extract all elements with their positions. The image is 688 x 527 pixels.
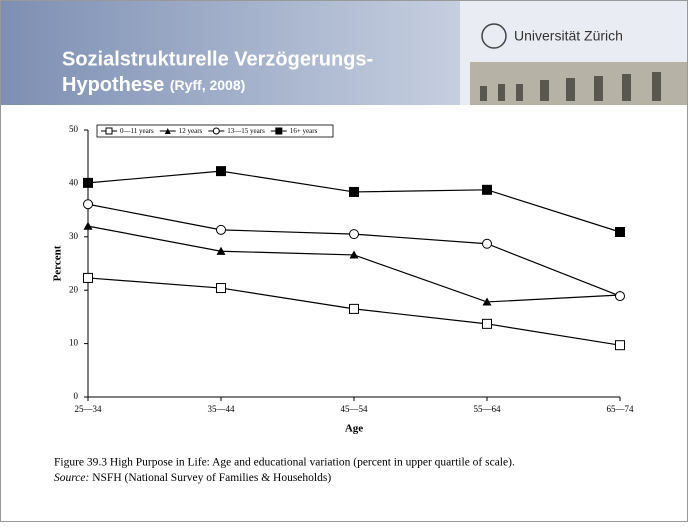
x-tick-label: 25—34 — [75, 404, 103, 414]
title-line-1: Sozialstrukturelle Verzögerungs- — [62, 48, 373, 70]
marker — [350, 187, 359, 196]
marker — [84, 273, 93, 282]
caption-line: Figure 39.3 High Purpose in Life: Age an… — [54, 457, 515, 469]
y-tick-label: 10 — [69, 338, 79, 348]
title-word: Hypothese — [62, 74, 164, 96]
marker — [217, 284, 226, 293]
slide: Universität Zürich Sozialstrukturelle Ve… — [0, 0, 688, 522]
marker — [350, 304, 359, 313]
source-text: NSFH (National Survey of Families & Hous… — [92, 472, 331, 484]
marker — [84, 200, 93, 209]
marker — [350, 230, 359, 239]
marker — [616, 341, 625, 350]
y-tick-label: 0 — [74, 391, 79, 401]
marker — [616, 292, 625, 301]
x-tick-label: 45—54 — [341, 404, 369, 414]
legend-label: 12 years — [179, 127, 203, 135]
marker — [217, 167, 226, 176]
marker — [483, 239, 492, 248]
x-tick-label: 65—74 — [607, 404, 635, 414]
legend-marker — [213, 128, 219, 134]
caption-source: Source: NSFH (National Survey of Familie… — [54, 472, 331, 484]
y-tick-label: 30 — [69, 231, 79, 241]
marker — [483, 319, 492, 328]
marker — [616, 227, 625, 236]
citation: (Ryff, 2008) — [170, 77, 245, 93]
legend-label: 13—15 years — [227, 127, 265, 135]
y-tick-label: 20 — [69, 284, 79, 294]
legend-marker — [106, 128, 112, 134]
x-axis-label: Age — [345, 423, 363, 435]
legend-label: 0—11 years — [120, 127, 154, 135]
marker — [217, 225, 226, 234]
legend-label: 16+ years — [290, 127, 318, 135]
page: Universität Zürich Sozialstrukturelle Ve… — [0, 0, 688, 522]
legend-marker — [276, 128, 282, 134]
marker — [84, 178, 93, 187]
logo-text: Universität Zürich — [514, 28, 623, 44]
x-tick-label: 35—44 — [208, 404, 236, 414]
x-tick-label: 55—64 — [474, 404, 502, 414]
y-axis-label: Percent — [52, 245, 64, 281]
legend: 0—11 years 12 years 13—15 years 16+ years — [97, 125, 333, 137]
marker — [483, 185, 492, 194]
y-tick-label: 50 — [69, 124, 79, 134]
source-label: Source: — [54, 472, 89, 484]
y-tick-label: 40 — [69, 177, 79, 187]
